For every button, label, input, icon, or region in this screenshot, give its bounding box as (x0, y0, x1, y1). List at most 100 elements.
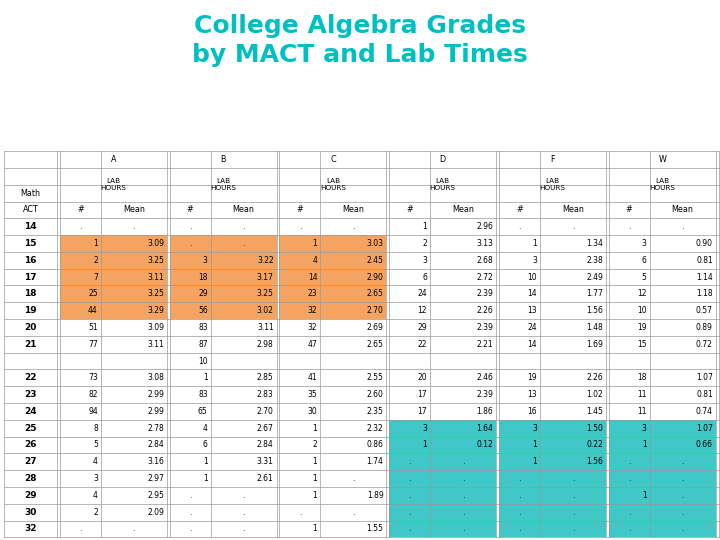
Text: .: . (572, 474, 574, 483)
Text: 0.90: 0.90 (696, 239, 713, 248)
Text: 3.09: 3.09 (147, 323, 164, 332)
Text: 1: 1 (312, 524, 318, 534)
Text: 30: 30 (24, 508, 37, 517)
Text: 1: 1 (532, 441, 537, 449)
Text: 2.46: 2.46 (477, 373, 493, 382)
Text: 1.89: 1.89 (366, 491, 384, 500)
Text: 2.35: 2.35 (366, 407, 384, 416)
Text: .: . (408, 474, 411, 483)
Text: Mean: Mean (452, 205, 474, 214)
Text: 3.25: 3.25 (147, 289, 164, 299)
Text: 3: 3 (642, 239, 647, 248)
Text: 1: 1 (312, 424, 318, 433)
Text: .: . (79, 524, 81, 534)
Bar (609, 487, 716, 504)
Text: 18: 18 (637, 373, 647, 382)
Text: 1.56: 1.56 (586, 306, 603, 315)
Text: 2: 2 (93, 256, 98, 265)
Text: 2.26: 2.26 (477, 306, 493, 315)
Text: 3.03: 3.03 (366, 239, 384, 248)
Text: 2.70: 2.70 (257, 407, 274, 416)
Text: 1: 1 (642, 491, 647, 500)
Text: 23: 23 (307, 289, 318, 299)
Text: Mean: Mean (233, 205, 254, 214)
Bar (170, 235, 276, 252)
Text: .: . (681, 508, 684, 517)
Text: #: # (626, 205, 633, 214)
Text: .: . (681, 524, 684, 534)
Bar (609, 521, 716, 537)
Text: 3.11: 3.11 (257, 323, 274, 332)
Text: .: . (518, 222, 521, 231)
Text: 32: 32 (24, 524, 37, 534)
Bar (170, 269, 276, 286)
Text: .: . (243, 508, 245, 517)
Text: 5: 5 (642, 273, 647, 281)
Text: 2.26: 2.26 (586, 373, 603, 382)
Text: .: . (628, 524, 631, 534)
Text: .: . (462, 491, 464, 500)
Text: 14: 14 (24, 222, 37, 231)
Text: 3.11: 3.11 (147, 273, 164, 281)
Text: 82: 82 (89, 390, 98, 399)
Text: 3.17: 3.17 (257, 273, 274, 281)
Text: 3.25: 3.25 (257, 289, 274, 299)
Text: .: . (79, 222, 81, 231)
Text: Mean: Mean (562, 205, 584, 214)
Text: 0.22: 0.22 (586, 441, 603, 449)
Text: 6: 6 (203, 441, 207, 449)
Bar (499, 454, 606, 470)
Text: #: # (516, 205, 523, 214)
Text: .: . (352, 508, 354, 517)
Text: 1: 1 (312, 491, 318, 500)
Text: 10: 10 (198, 356, 207, 366)
Bar (170, 286, 276, 302)
Text: 0.72: 0.72 (696, 340, 713, 349)
Text: 2: 2 (93, 508, 98, 517)
Bar (60, 286, 167, 302)
Text: 2.84: 2.84 (257, 441, 274, 449)
Text: 2.65: 2.65 (366, 289, 384, 299)
Bar (279, 235, 387, 252)
Text: 4: 4 (203, 424, 207, 433)
Text: .: . (518, 491, 521, 500)
Text: ACT: ACT (22, 205, 38, 214)
Text: 0.12: 0.12 (477, 441, 493, 449)
Text: 21: 21 (24, 340, 37, 349)
Text: 18: 18 (24, 289, 37, 299)
Text: 1: 1 (312, 239, 318, 248)
Text: .: . (572, 491, 574, 500)
Bar (170, 252, 276, 269)
Text: 0.66: 0.66 (696, 441, 713, 449)
Text: 7: 7 (93, 273, 98, 281)
Text: 2.39: 2.39 (477, 323, 493, 332)
Text: 2.68: 2.68 (477, 256, 493, 265)
Text: .: . (681, 491, 684, 500)
Text: 2.60: 2.60 (366, 390, 384, 399)
Text: 1.45: 1.45 (586, 407, 603, 416)
Text: .: . (189, 524, 192, 534)
Text: College Algebra Grades
by MACT and Lab Times: College Algebra Grades by MACT and Lab T… (192, 14, 528, 67)
Text: 1.74: 1.74 (366, 457, 384, 466)
Text: 2.84: 2.84 (147, 441, 164, 449)
Text: .: . (462, 474, 464, 483)
Text: 65: 65 (198, 407, 207, 416)
Text: .: . (189, 222, 192, 231)
Text: 2.99: 2.99 (147, 390, 164, 399)
Text: LAB
HOURS: LAB HOURS (320, 178, 346, 191)
Text: 1: 1 (312, 474, 318, 483)
Text: 3: 3 (93, 474, 98, 483)
Bar (390, 521, 496, 537)
Text: LAB
HOURS: LAB HOURS (210, 178, 236, 191)
Text: .: . (681, 457, 684, 466)
Text: .: . (572, 508, 574, 517)
Text: 5: 5 (93, 441, 98, 449)
Text: .: . (408, 457, 411, 466)
Text: .: . (462, 508, 464, 517)
Text: 41: 41 (307, 373, 318, 382)
Bar (170, 302, 276, 319)
Text: 26: 26 (24, 441, 37, 449)
Text: 1.14: 1.14 (696, 273, 713, 281)
Text: 29: 29 (24, 491, 37, 500)
Text: #: # (77, 205, 84, 214)
